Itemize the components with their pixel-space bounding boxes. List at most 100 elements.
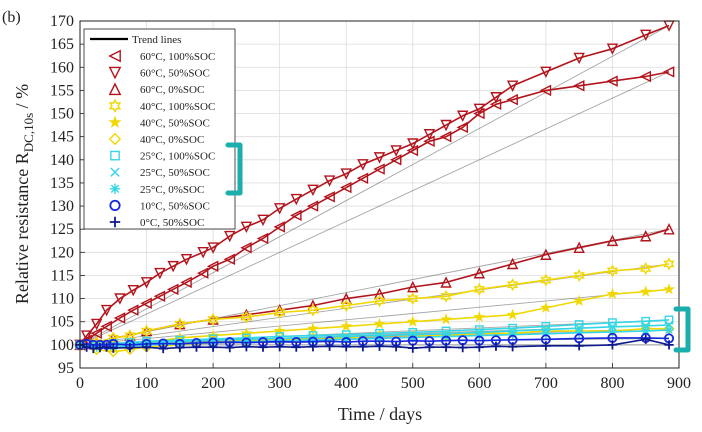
y-tick-label: 110	[51, 291, 74, 308]
data-point-40c-100pctsoc	[273, 305, 286, 320]
legend-marker-60c-100pctsoc	[108, 49, 121, 63]
data-point-0c-50pctsoc	[491, 341, 501, 351]
data-point-0c-50pctsoc	[358, 342, 368, 352]
data-point-60c-100pctsoc	[100, 320, 112, 333]
y-tick-label: 95	[58, 360, 74, 377]
data-point-40c-100pctsoc	[663, 257, 675, 271]
data-point-60c-100pctsoc	[290, 209, 302, 222]
data-point-0c-50pctsoc	[341, 342, 351, 352]
x-tick-label: 300	[268, 375, 292, 392]
data-point-60c-100pctsoc	[180, 276, 192, 289]
data-point-60c-0pctsoc	[573, 241, 585, 254]
data-point-0c-50pctsoc	[374, 341, 385, 351]
data-point-0c-50pctsoc	[158, 343, 168, 354]
data-point-40c-50pctsoc	[373, 317, 386, 330]
legend-label-25c-0pctsoc: 25°C, 0%SOC	[140, 184, 204, 196]
legend-marker-60c-0pctsoc	[108, 82, 122, 96]
data-point-60c-100pctsoc	[256, 232, 269, 245]
highlight-brackets	[225, 142, 691, 353]
data-point-40c-100pctsoc	[407, 292, 419, 306]
data-point-60c-0pctsoc	[440, 276, 452, 288]
plot-frame	[79, 20, 680, 369]
data-point-0c-50pctsoc	[208, 342, 218, 352]
series-line-60c-50pctsoc	[79, 24, 670, 346]
data-point-0c-50pctsoc	[664, 340, 674, 350]
legend-label-25c-50pctsoc: 25°C, 50%SOC	[140, 167, 210, 179]
data-point-40c-50pctsoc	[663, 283, 675, 295]
data-point-60c-50pctsoc	[114, 293, 126, 305]
data-point-40c-100pctsoc	[606, 264, 619, 278]
data-series	[73, 20, 675, 358]
data-point-60c-50pctsoc	[257, 214, 269, 227]
data-point-0c-50pctsoc	[258, 342, 268, 352]
legend-marker-10c-50pctsoc	[109, 199, 121, 211]
data-point-60c-100pctsoc	[456, 121, 468, 134]
data-point-60c-50pctsoc	[490, 92, 502, 104]
data-point-40c-100pctsoc	[473, 282, 486, 296]
data-point-60c-100pctsoc	[340, 181, 352, 194]
data-point-25c-0pctsoc	[341, 334, 351, 344]
data-point-0c-50pctsoc	[108, 343, 118, 353]
y-axis-ticks: 95 100 105 110 115 120 125 130 135 140 145 150 155 16…	[50, 13, 85, 377]
legend-marker-40c-100pctsoc	[108, 98, 122, 114]
data-point-0c-50pctsoc	[88, 343, 98, 354]
data-point-0c-50pctsoc	[441, 342, 451, 352]
data-point-60c-50pctsoc	[423, 129, 436, 141]
y-tick-label: 115	[51, 267, 74, 284]
data-point-60c-50pctsoc	[127, 284, 139, 297]
x-tick-label: 600	[467, 375, 491, 392]
x-tick-label: 700	[534, 375, 558, 392]
y-tick-label: 125	[50, 221, 74, 238]
y-axis-label: Relative resistance RDC,10s / %	[12, 84, 36, 304]
data-point-0c-50pctsoc	[225, 343, 235, 353]
series-60c-50pctsoc	[74, 20, 675, 352]
data-point-60c-50pctsoc	[373, 152, 386, 164]
data-point-40c-100pctsoc	[340, 298, 352, 313]
y-tick-label: 145	[50, 129, 74, 146]
y-tick-label: 160	[50, 59, 74, 76]
data-point-60c-100pctsoc	[140, 297, 152, 309]
data-point-60c-100pctsoc	[113, 312, 126, 324]
legend-title: Trend lines	[132, 34, 181, 46]
data-point-0c-50pctsoc	[82, 342, 92, 352]
legend-label-40c-50pctsoc: 40°C, 50%SOC	[140, 117, 210, 129]
data-point-0c-50pctsoc	[474, 342, 484, 352]
data-point-60c-100pctsoc	[323, 191, 335, 203]
y-axis-label-unit: / %	[12, 84, 32, 113]
data-point-60c-0pctsoc	[373, 287, 386, 300]
data-point-60c-0pctsoc	[340, 292, 352, 304]
data-point-40c-100pctsoc	[373, 294, 386, 308]
data-point-40c-100pctsoc	[240, 310, 253, 324]
data-point-0c-50pctsoc	[275, 342, 285, 352]
y-tick-label: 130	[50, 198, 74, 215]
data-point-60c-100pctsoc	[306, 200, 319, 212]
data-point-60c-50pctsoc	[639, 29, 652, 42]
data-point-60c-50pctsoc	[273, 203, 286, 215]
data-point-40c-100pctsoc	[540, 273, 552, 287]
data-point-40c-100pctsoc	[307, 303, 319, 317]
data-point-25c-0pctsoc	[308, 335, 318, 345]
data-point-25c-0pctsoc	[508, 330, 518, 340]
data-point-60c-50pctsoc	[407, 138, 419, 150]
data-point-60c-100pctsoc	[153, 290, 166, 303]
data-point-40c-50pctsoc	[506, 308, 519, 320]
data-point-60c-50pctsoc	[207, 242, 219, 254]
data-point-60c-50pctsoc	[290, 193, 303, 206]
x-tick-label: 0	[76, 375, 84, 392]
data-point-60c-100pctsoc	[240, 241, 252, 254]
data-point-60c-100pctsoc	[573, 80, 585, 92]
series-line-60c-100pctsoc	[79, 71, 670, 346]
y-tick-label: 170	[50, 13, 74, 30]
data-point-60c-50pctsoc	[606, 43, 619, 55]
legend-marker-25c-100pctsoc	[110, 150, 120, 161]
x-tick-label: 400	[334, 375, 358, 392]
panel-label: (b)	[2, 9, 21, 26]
legend-label-25c-100pctsoc: 25°C, 100%SOC	[140, 151, 215, 163]
x-tick-label: 100	[135, 375, 159, 392]
data-point-0c-50pctsoc	[391, 342, 401, 352]
data-point-0c-50pctsoc	[175, 343, 185, 353]
legend-marker-25c-0pctsoc	[109, 183, 121, 194]
data-point-60c-50pctsoc	[240, 221, 253, 234]
legend-label-60c-50pctsoc: 60°C, 50%SOC	[140, 68, 210, 80]
